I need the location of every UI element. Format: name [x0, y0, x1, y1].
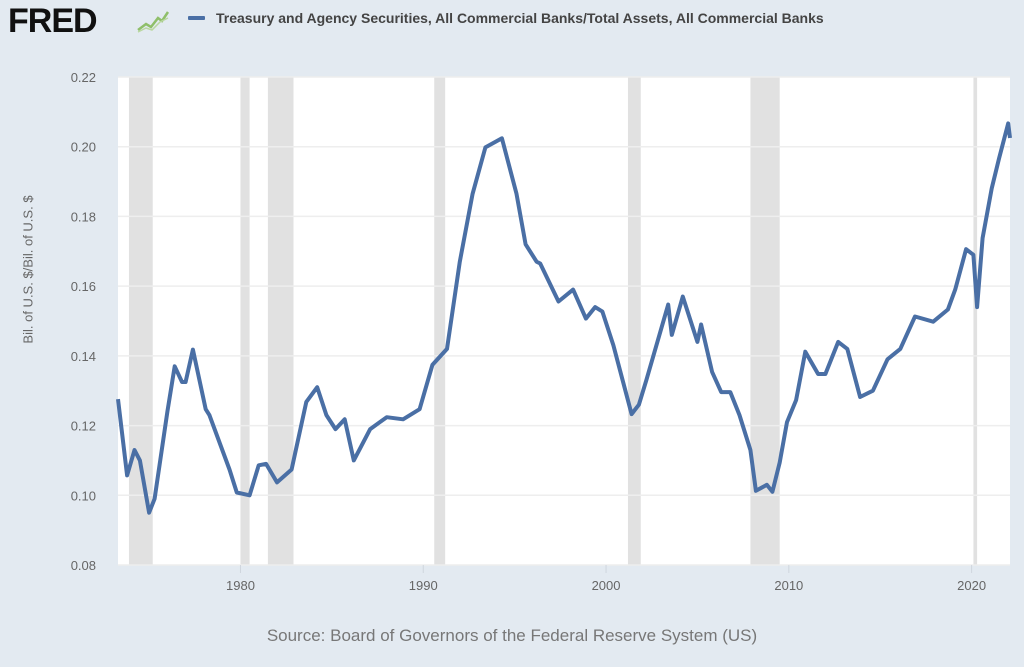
y-tick-label: 0.12	[71, 419, 96, 434]
x-tick-label: 2000	[592, 578, 621, 593]
x-tick-label: 1980	[226, 578, 255, 593]
y-tick-label: 0.14	[71, 349, 96, 364]
fred-logo[interactable]: FRED	[8, 2, 98, 40]
legend-label[interactable]: Treasury and Agency Securities, All Comm…	[216, 10, 824, 26]
y-tick-label: 0.16	[71, 279, 96, 294]
series-line	[116, 121, 1012, 515]
y-tick-labels: 0.08 0.10 0.12 0.14 0.16 0.18 0.20 0.22	[71, 70, 96, 573]
y-axis-label: Bil. of U.S. $/Bil. of U.S. $	[20, 195, 36, 344]
y-tick-label: 0.22	[71, 70, 96, 85]
recession-band	[128, 77, 153, 565]
recession-band	[973, 77, 978, 565]
y-tick-label: 0.18	[71, 209, 96, 224]
fred-chart-icon	[137, 11, 170, 33]
y-tick-label: 0.08	[71, 558, 96, 573]
x-tick-label: 1990	[409, 578, 438, 593]
gridlines	[118, 76, 1010, 566]
recession-band	[434, 77, 446, 565]
y-tick-label: 0.10	[71, 488, 96, 503]
recession-band	[627, 77, 641, 565]
source-note: Source: Board of Governors of the Federa…	[266, 626, 758, 645]
recession-band	[267, 77, 294, 565]
x-tick-labels: 1980 1990 2000 2010 2020	[226, 565, 986, 593]
x-tick-label: 2020	[957, 578, 986, 593]
recession-band	[240, 77, 250, 565]
y-tick-label: 0.20	[71, 140, 96, 155]
plot-area	[118, 77, 1010, 565]
x-tick-label: 2010	[774, 578, 803, 593]
legend-swatch	[188, 16, 205, 20]
